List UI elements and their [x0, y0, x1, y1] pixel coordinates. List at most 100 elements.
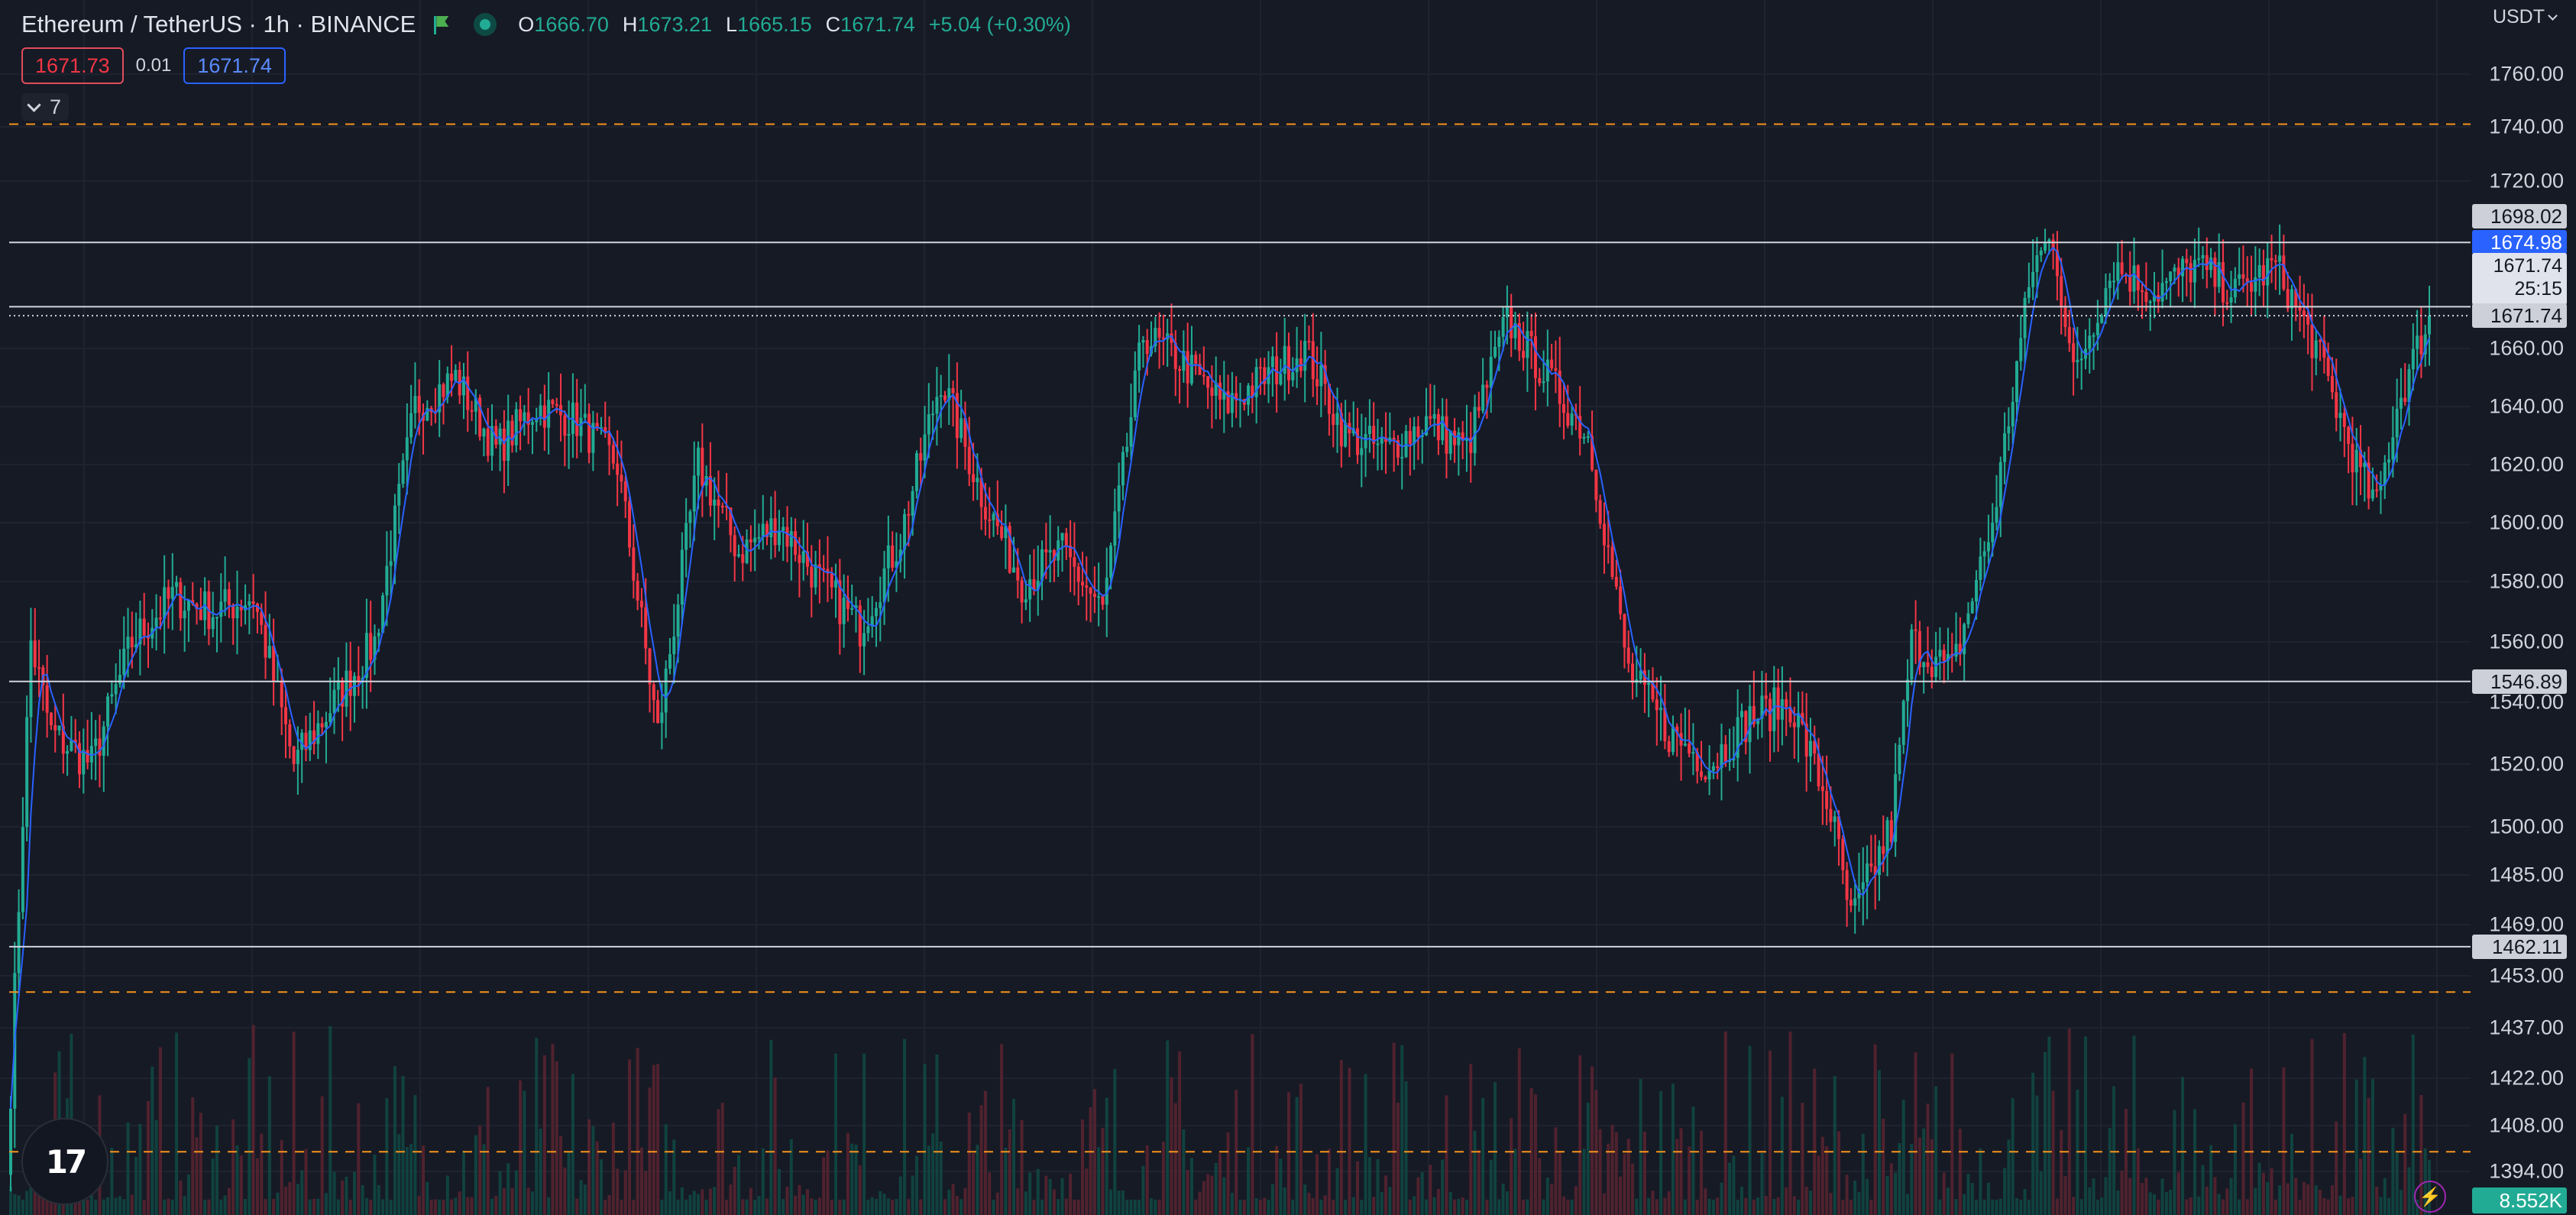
candle-body: [312, 730, 316, 744]
volume-bar: [1020, 1119, 1024, 1215]
candle-body: [1202, 374, 1205, 377]
volume-bar: [794, 1195, 798, 1215]
candle-body: [1691, 752, 1695, 754]
flag-icon[interactable]: [432, 15, 451, 34]
candle-body: [676, 604, 680, 637]
volume-bar: [1210, 1175, 1214, 1215]
volume-bar: [357, 1103, 361, 1215]
candle-body: [2209, 258, 2213, 271]
candle-body: [2011, 402, 2015, 426]
candle-body: [158, 617, 162, 620]
indicators-count: 7: [50, 95, 62, 118]
candle-body: [219, 601, 223, 617]
line-price-label[interactable]: 1546.89: [2472, 669, 2567, 694]
volume-bar: [725, 1199, 729, 1215]
buy-button[interactable]: 1671.74: [183, 47, 286, 84]
volume-bar: [1141, 1165, 1145, 1215]
line-price-label[interactable]: 1674.98: [2472, 230, 2567, 254]
candle-body: [280, 681, 283, 708]
candle-body: [1825, 791, 1829, 809]
volume-bar: [1513, 1149, 1517, 1215]
volume-bar: [2314, 1185, 2318, 1215]
volume-bar: [2031, 1072, 2035, 1215]
price-axis[interactable]: USDT 1760.00 1740.00 1720.00 1660.00 164…: [2471, 0, 2576, 1215]
volume-bar: [967, 1112, 971, 1215]
line-price-label[interactable]: 1462.11: [2472, 935, 2567, 959]
volume-bar: [1841, 1200, 1845, 1215]
volume-bar: [1930, 1139, 1934, 1215]
candle-body: [2055, 250, 2059, 277]
candle-body: [1744, 711, 1748, 743]
candle-body: [2270, 258, 2273, 261]
candle-body: [1432, 413, 1436, 419]
volume-bar: [2330, 1185, 2334, 1215]
volume-bar: [244, 1199, 248, 1215]
candle-body: [1210, 387, 1214, 396]
volume-bar: [2298, 1199, 2302, 1215]
currency-selector[interactable]: USDT: [2493, 6, 2558, 28]
candle-body: [1954, 643, 1958, 657]
volume-bar: [94, 1199, 98, 1215]
volume-bar: [939, 1142, 943, 1215]
volume-bar: [2169, 1189, 2173, 1215]
volume-bar: [761, 1148, 765, 1215]
volume-bar: [1384, 1175, 1388, 1215]
volume-bar: [567, 1152, 571, 1215]
candle-body: [2314, 340, 2318, 358]
candle-body: [288, 724, 292, 747]
candle-body: [442, 384, 445, 397]
candle-body: [2254, 277, 2257, 292]
lightning-icon[interactable]: ⚡: [2414, 1181, 2446, 1213]
candle-body: [1513, 322, 1517, 339]
candle-body: [2395, 408, 2399, 438]
volume-bar: [2027, 1199, 2031, 1215]
volume-bar: [1950, 1053, 1954, 1215]
symbol-title[interactable]: Ethereum / TetherUS · 1h · BINANCE: [21, 11, 416, 37]
candle-body: [555, 403, 558, 406]
line-price-label[interactable]: 1698.02: [2472, 204, 2567, 228]
volume-bar: [1275, 1145, 1279, 1215]
volume-bar: [1432, 1197, 1436, 1215]
volume-bar: [1979, 1148, 1982, 1215]
volume-bar: [1667, 1191, 1671, 1215]
volume-bar: [248, 1058, 251, 1215]
candle-body: [1982, 551, 1986, 557]
volume-bar: [126, 1122, 130, 1215]
volume-bar: [397, 1134, 401, 1215]
volume-bar: [345, 1176, 348, 1215]
tradingview-logo[interactable]: 17: [21, 1118, 108, 1205]
candle-body: [264, 624, 267, 658]
volume-bar: [1894, 1172, 1898, 1215]
chart-pane[interactable]: Ethereum / TetherUS · 1h · BINANCE O1666…: [0, 0, 2471, 1215]
volume-bar: [1129, 1199, 1133, 1215]
volume-bar: [595, 1141, 599, 1215]
candle-body: [931, 413, 935, 416]
spread-value: 0.01: [135, 55, 172, 76]
candle-body: [1917, 630, 1921, 668]
candle-body: [1711, 766, 1715, 771]
candle-body: [1028, 578, 1032, 600]
candle-body: [2144, 292, 2148, 303]
sell-button[interactable]: 1671.73: [21, 47, 124, 84]
candle-body: [923, 434, 927, 461]
candle-body: [886, 545, 890, 569]
volume-bar: [1776, 1197, 1780, 1215]
candle-body: [672, 636, 676, 655]
volume-bar: [1635, 1198, 1639, 1215]
volume-bar: [979, 1105, 983, 1215]
candle-body: [2076, 360, 2079, 363]
volume-bar: [713, 1187, 717, 1215]
candle-body: [142, 618, 146, 636]
price-chart-canvas[interactable]: [0, 0, 2471, 1215]
candle-body: [73, 739, 77, 744]
axis-tick: 1408.00: [2489, 1113, 2564, 1137]
axis-tick: 1660.00: [2489, 336, 2564, 360]
volume-bar: [2144, 1178, 2148, 1215]
volume-bar: [955, 1196, 959, 1215]
candle-body: [1975, 579, 1979, 602]
candle-body: [1141, 340, 1145, 343]
volume-bar: [154, 1119, 158, 1215]
volume-bar: [514, 1170, 518, 1215]
indicators-toggle[interactable]: 7: [21, 93, 70, 121]
volume-bar: [782, 1199, 785, 1215]
